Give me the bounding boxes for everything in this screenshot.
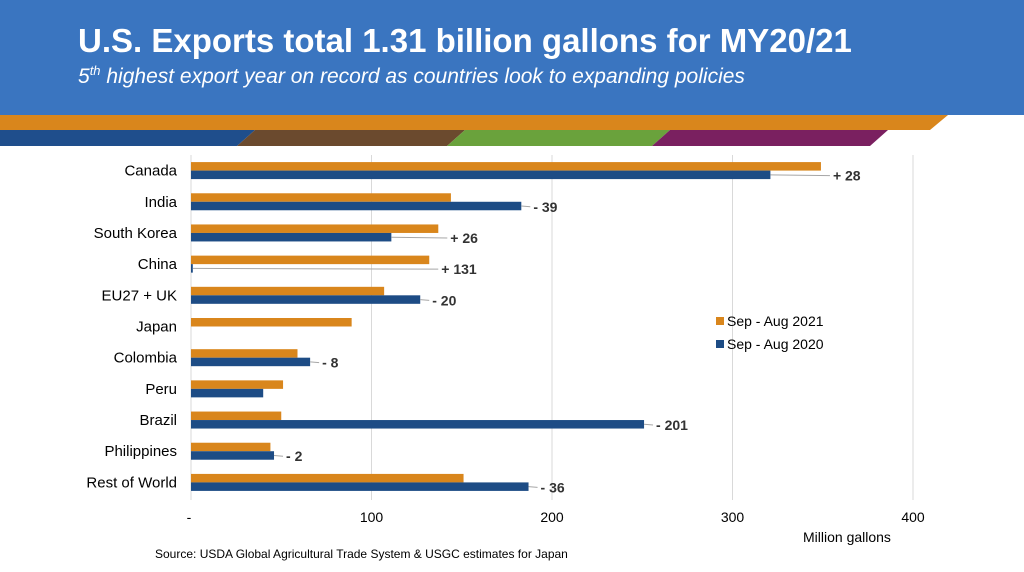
legend-label: Sep - Aug 2021 [727, 313, 824, 329]
annotation-leader [528, 486, 538, 488]
bar-2020 [191, 264, 193, 273]
x-tick-label: - [187, 509, 192, 525]
x-tick-label: 300 [721, 509, 745, 525]
subtitle-superscript: th [89, 63, 101, 78]
x-tick-label: 100 [360, 509, 384, 525]
change-annotation: - 2 [286, 448, 303, 464]
category-label: EU27 + UK [102, 287, 177, 304]
bar-2021 [191, 473, 464, 483]
legend-swatch [716, 317, 724, 325]
bar-2021 [191, 380, 284, 389]
legend-swatch [716, 340, 724, 348]
bar-2020 [191, 201, 522, 211]
x-tick-label: 200 [540, 509, 564, 525]
page-subtitle: 5th highest export year on record as cou… [78, 63, 745, 89]
annotation-leader [273, 454, 284, 457]
category-label: Peru [145, 381, 177, 398]
category-label: India [144, 194, 177, 211]
category-label: Canada [124, 163, 177, 180]
subtitle-text: highest export year on record as countri… [100, 65, 745, 88]
bar-2020 [191, 295, 421, 304]
bar-2020 [191, 357, 311, 367]
category-label: South Korea [94, 225, 178, 242]
bar-2020 [191, 482, 529, 491]
bar-2021 [191, 318, 352, 327]
category-label: Philippines [104, 443, 177, 460]
subtitle-number: 5 [78, 65, 90, 88]
annotation-leader [391, 236, 448, 239]
brown-band-segment [237, 130, 465, 146]
change-annotation: - 39 [533, 199, 557, 215]
annotation-leader [770, 174, 830, 177]
annotation-leader [420, 299, 430, 301]
bar-2021 [191, 224, 439, 233]
bar-2020 [191, 451, 275, 460]
change-annotation: + 28 [833, 168, 861, 184]
change-annotation: + 26 [450, 230, 478, 246]
category-label: China [138, 256, 178, 273]
bar-2021 [191, 411, 282, 421]
category-label: Rest of World [86, 474, 177, 491]
green-band-segment [447, 130, 670, 146]
bar-2021 [191, 193, 451, 202]
category-label: Japan [136, 319, 177, 336]
orange-stripe [0, 115, 948, 130]
change-annotation: - 201 [656, 417, 688, 433]
bar-2021 [191, 286, 385, 296]
bar-2020 [191, 388, 264, 398]
x-tick-label: 400 [901, 509, 925, 525]
annotation-leader [644, 423, 654, 426]
change-annotation: - 20 [432, 292, 456, 308]
header-banner [0, 0, 1024, 115]
change-annotation: - 36 [541, 479, 565, 495]
source-note: Source: USDA Global Agricultural Trade S… [155, 547, 568, 561]
annotation-leader [310, 361, 320, 364]
annotation-leader [192, 267, 439, 270]
page-title: U.S. Exports total 1.31 billion gallons … [78, 22, 852, 59]
bar-2021 [191, 255, 430, 265]
bar-2021 [191, 162, 821, 171]
x-axis-label: Million gallons [803, 529, 891, 545]
bar-2021 [191, 442, 271, 452]
category-label: Brazil [139, 412, 177, 429]
blue-band-segment [0, 130, 255, 146]
bar-2020 [191, 232, 392, 242]
bar-2020 [191, 420, 645, 429]
bar-2021 [191, 349, 298, 358]
purple-band-segment [652, 130, 888, 146]
change-annotation: + 131 [441, 261, 477, 277]
bar-2020 [191, 170, 771, 180]
annotation-leader [521, 205, 531, 208]
legend-label: Sep - Aug 2020 [727, 336, 824, 352]
category-label: Colombia [114, 350, 178, 367]
change-annotation: - 8 [322, 355, 339, 371]
decorative-stripes [0, 115, 948, 146]
